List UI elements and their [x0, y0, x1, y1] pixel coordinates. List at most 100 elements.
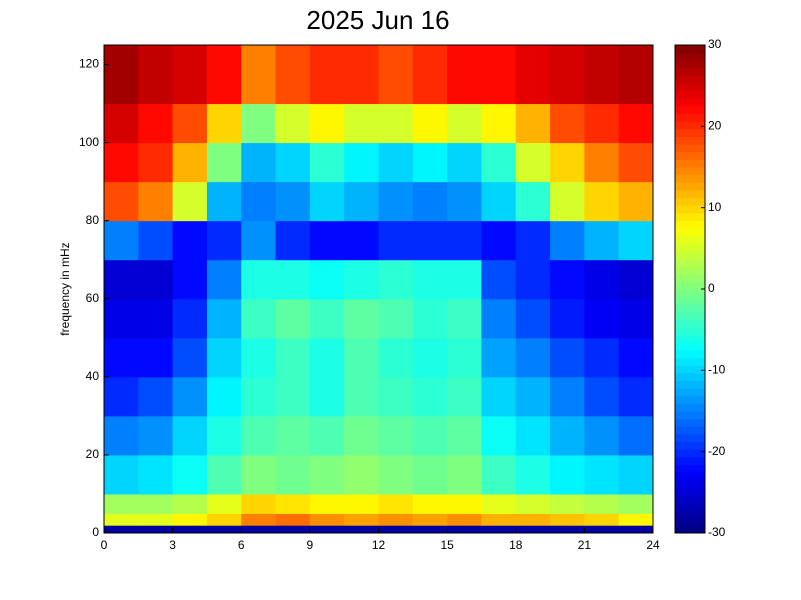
- heat-cell: [378, 415, 414, 456]
- y-tick-label: 100: [79, 135, 99, 149]
- heat-cell: [104, 181, 139, 222]
- heat-cell: [275, 45, 311, 105]
- heat-cell: [584, 376, 620, 417]
- heat-cell: [344, 454, 379, 495]
- heat-cell: [412, 376, 448, 417]
- colorbar-swatch: [675, 334, 705, 343]
- heat-cell: [309, 337, 345, 378]
- heat-cell: [412, 259, 448, 300]
- colorbar-swatch: [675, 456, 705, 465]
- colorbar-swatch: [675, 510, 705, 519]
- colorbar-swatch: [675, 60, 705, 69]
- heat-cell: [241, 337, 277, 378]
- heat-cell: [275, 454, 311, 495]
- heat-cell: [241, 181, 277, 222]
- heat-cell: [515, 45, 551, 105]
- colorbar-swatch: [675, 365, 705, 374]
- x-tick-label: 12: [372, 538, 386, 552]
- colorbar-swatch: [675, 197, 705, 206]
- colorbar-swatch: [675, 243, 705, 252]
- heat-cell: [481, 454, 517, 495]
- colorbar-swatch: [675, 395, 705, 404]
- heat-cell: [550, 103, 585, 144]
- heat-cell: [378, 103, 414, 144]
- heat-cell: [378, 337, 414, 378]
- heat-cell: [172, 337, 208, 378]
- heat-cell: [447, 259, 482, 300]
- heat-cell: [241, 259, 277, 300]
- heat-cell: [584, 142, 620, 183]
- heat-cell: [206, 415, 242, 456]
- heat-cell: [481, 525, 517, 534]
- heat-cell: [309, 525, 345, 534]
- heat-cell: [344, 45, 379, 105]
- heat-cell: [206, 45, 242, 105]
- heat-cell: [206, 181, 242, 222]
- heat-cell: [309, 103, 345, 144]
- heat-cell: [550, 454, 585, 495]
- heat-cell: [344, 337, 379, 378]
- heat-cell: [447, 45, 482, 105]
- heat-cell: [172, 493, 208, 514]
- heat-cell: [206, 103, 242, 144]
- heat-cell: [138, 45, 174, 105]
- colorbar-swatch: [675, 151, 705, 160]
- heat-cell: [481, 376, 517, 417]
- colorbar-swatch: [675, 350, 705, 359]
- heat-cell: [618, 493, 654, 514]
- heat-cell: [104, 259, 139, 300]
- colorbar-swatch: [675, 426, 705, 435]
- heat-cell: [584, 454, 620, 495]
- colorbar-swatch: [675, 494, 705, 503]
- heat-cell: [172, 220, 208, 261]
- heat-cell: [378, 259, 414, 300]
- heat-cell: [515, 181, 551, 222]
- heat-cell: [206, 337, 242, 378]
- heat-cell: [447, 181, 482, 222]
- heat-cell: [344, 103, 379, 144]
- heat-cell: [172, 415, 208, 456]
- heat-cell: [412, 220, 448, 261]
- heat-cell: [447, 103, 482, 144]
- y-tick-label: 60: [86, 291, 100, 305]
- heat-cell: [447, 454, 482, 495]
- y-tick-label: 120: [79, 57, 99, 71]
- colorbar-swatch: [675, 418, 705, 427]
- y-tick-label: 80: [86, 213, 100, 227]
- heat-cell: [309, 454, 345, 495]
- heat-cell: [550, 415, 585, 456]
- heat-cell: [412, 103, 448, 144]
- heat-cell: [241, 513, 277, 526]
- heat-cell: [515, 103, 551, 144]
- colorbar-swatch: [675, 45, 705, 54]
- heat-cell: [309, 259, 345, 300]
- heat-cell: [412, 513, 448, 526]
- heat-cell: [618, 220, 654, 261]
- heat-cell: [104, 45, 139, 105]
- colorbar-swatch: [675, 479, 705, 488]
- heat-cell: [172, 45, 208, 105]
- colorbar-swatch: [675, 258, 705, 267]
- heat-cell: [550, 181, 585, 222]
- colorbar-swatch: [675, 487, 705, 496]
- heat-cell: [447, 337, 482, 378]
- colorbar-swatch: [675, 98, 705, 107]
- heat-cell: [584, 103, 620, 144]
- heat-cell: [550, 337, 585, 378]
- heat-cell: [206, 298, 242, 339]
- colorbar-swatch: [675, 113, 705, 122]
- heat-cell: [309, 493, 345, 514]
- x-tick-label: 24: [646, 538, 660, 552]
- colorbar-swatch: [675, 449, 705, 458]
- heat-cell: [172, 103, 208, 144]
- colorbar-swatch: [675, 167, 705, 176]
- heat-cell: [618, 525, 654, 534]
- colorbar-swatch: [675, 342, 705, 351]
- colorbar-swatch: [675, 327, 705, 336]
- heat-cell: [206, 220, 242, 261]
- heat-cell: [481, 220, 517, 261]
- heat-cell: [104, 142, 139, 183]
- heat-cell: [344, 415, 379, 456]
- colorbar-swatch: [675, 128, 705, 137]
- heat-cell: [550, 259, 585, 300]
